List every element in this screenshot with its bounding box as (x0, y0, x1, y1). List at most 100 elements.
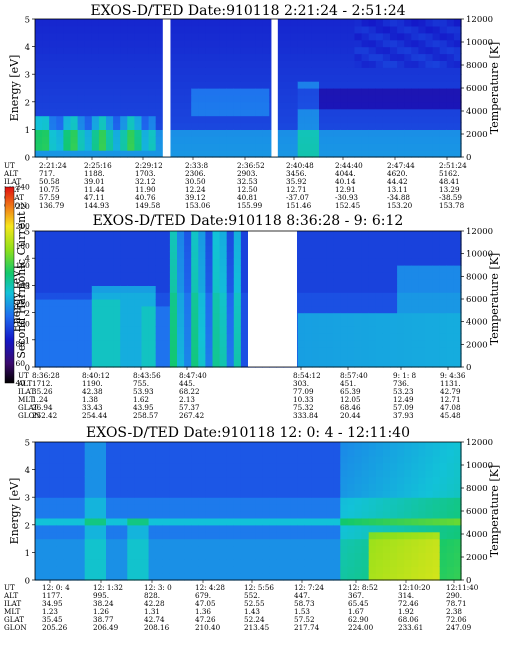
heatmap-cell (418, 285, 427, 293)
heatmap-cell (304, 237, 313, 246)
heatmap-cell (361, 559, 370, 567)
heatmap-cell (240, 271, 249, 280)
heatmap-cell (56, 305, 64, 314)
heatmap-cell (333, 483, 341, 491)
heatmap-cell (148, 559, 157, 567)
heatmap-cell (361, 115, 370, 124)
heatmap-cell (425, 353, 434, 361)
heatmap-cell (77, 353, 86, 361)
heatmap-cell (283, 552, 292, 560)
heatmap-cell (113, 504, 121, 512)
heatmap-cell (148, 504, 157, 512)
heatmap-cell (127, 150, 135, 158)
heatmap-cell (333, 46, 341, 55)
heatmap-cell (340, 299, 348, 307)
heatmap-cell (390, 143, 398, 151)
heatmap-cell (311, 319, 320, 327)
heatmap-cell (148, 531, 157, 540)
heatmap-cell (219, 237, 228, 246)
heatmap-cell (148, 326, 157, 334)
heatmap-cell (148, 483, 157, 491)
heatmap-cell (404, 353, 412, 361)
heatmap-cell (191, 285, 199, 293)
heatmap-cell (382, 312, 391, 320)
heatmap-cell (120, 271, 128, 280)
heatmap-cell (446, 150, 455, 158)
heatmap-cell (42, 32, 50, 41)
heatmap-cell (255, 573, 263, 581)
heatmap-cell (70, 285, 79, 293)
heatmap-cell (397, 32, 405, 41)
heatmap-cell (127, 483, 135, 491)
heatmap-cell (205, 143, 214, 151)
heatmap-cell (127, 25, 135, 34)
heatmap-cell (106, 136, 114, 144)
heatmap-cell (248, 442, 256, 450)
heatmap-cell (404, 538, 412, 547)
heatmap-cell (326, 271, 334, 280)
heatmap-cell (35, 32, 43, 41)
heatmap-cell (113, 122, 121, 130)
heatmap-cell (397, 517, 405, 526)
y-tick-label: 3 (25, 494, 30, 504)
heatmap-cell (70, 448, 79, 457)
heatmap-cell (418, 511, 427, 519)
heatmap-cell (184, 60, 192, 68)
heatmap-cell (141, 74, 150, 82)
heatmap-cell (248, 108, 256, 117)
heatmap-cell (63, 74, 72, 82)
heatmap-cell (219, 46, 228, 55)
heatmap-cell (361, 490, 370, 498)
heatmap-cell (326, 39, 334, 48)
heatmap-cell (35, 299, 43, 307)
heatmap-cell (297, 573, 306, 581)
heatmap-cell (326, 353, 334, 361)
heatmap-cell (56, 483, 64, 491)
heatmap-cell (319, 292, 327, 300)
heatmap-cell (297, 60, 306, 68)
heatmap-cell (248, 517, 256, 526)
heatmap-cell (311, 305, 320, 314)
heatmap-cell (84, 150, 93, 158)
heatmap-cell (418, 150, 427, 158)
heatmap-cell (382, 251, 391, 259)
heatmap-cell (375, 504, 384, 512)
heatmap-cell (42, 448, 50, 457)
heatmap-cell (418, 129, 427, 137)
heatmap-cell (226, 573, 235, 581)
heatmap-cell (35, 476, 43, 484)
orbit-value: 53.23 (393, 387, 414, 396)
heatmap-cell (212, 566, 221, 574)
heatmap-cell (155, 353, 164, 361)
heatmap-cell (446, 60, 455, 68)
heatmap-cell (233, 285, 242, 293)
heatmap-cell (42, 312, 50, 320)
heatmap-cell (418, 271, 427, 280)
orbit-value: 445. (179, 379, 195, 388)
heatmap-cell (98, 483, 107, 491)
heatmap-cell (368, 462, 377, 471)
heatmap-cell (233, 60, 242, 68)
heatmap-cell (198, 53, 206, 61)
heatmap-cell (319, 136, 327, 144)
heatmap-cell (297, 108, 306, 117)
orbit-value: 44.42 (387, 177, 408, 186)
heatmap-cell (311, 292, 320, 300)
heatmap-cell (411, 265, 419, 273)
heatmap-cell (404, 469, 412, 478)
heatmap-cell (411, 19, 419, 27)
heatmap-cell (63, 271, 72, 280)
heatmap-cell (169, 122, 178, 130)
heatmap-cell (439, 490, 448, 498)
heatmap-cell (326, 19, 334, 27)
heatmap-cell (283, 504, 292, 512)
heatmap-cell (212, 476, 221, 484)
heatmap-cell (70, 53, 79, 61)
heatmap-cell (162, 278, 171, 286)
heatmap-cell (411, 25, 419, 34)
heatmap-cell (35, 442, 43, 450)
heatmap-cell (219, 538, 228, 547)
heatmap-cell (333, 538, 341, 547)
heatmap-cell (446, 497, 455, 505)
